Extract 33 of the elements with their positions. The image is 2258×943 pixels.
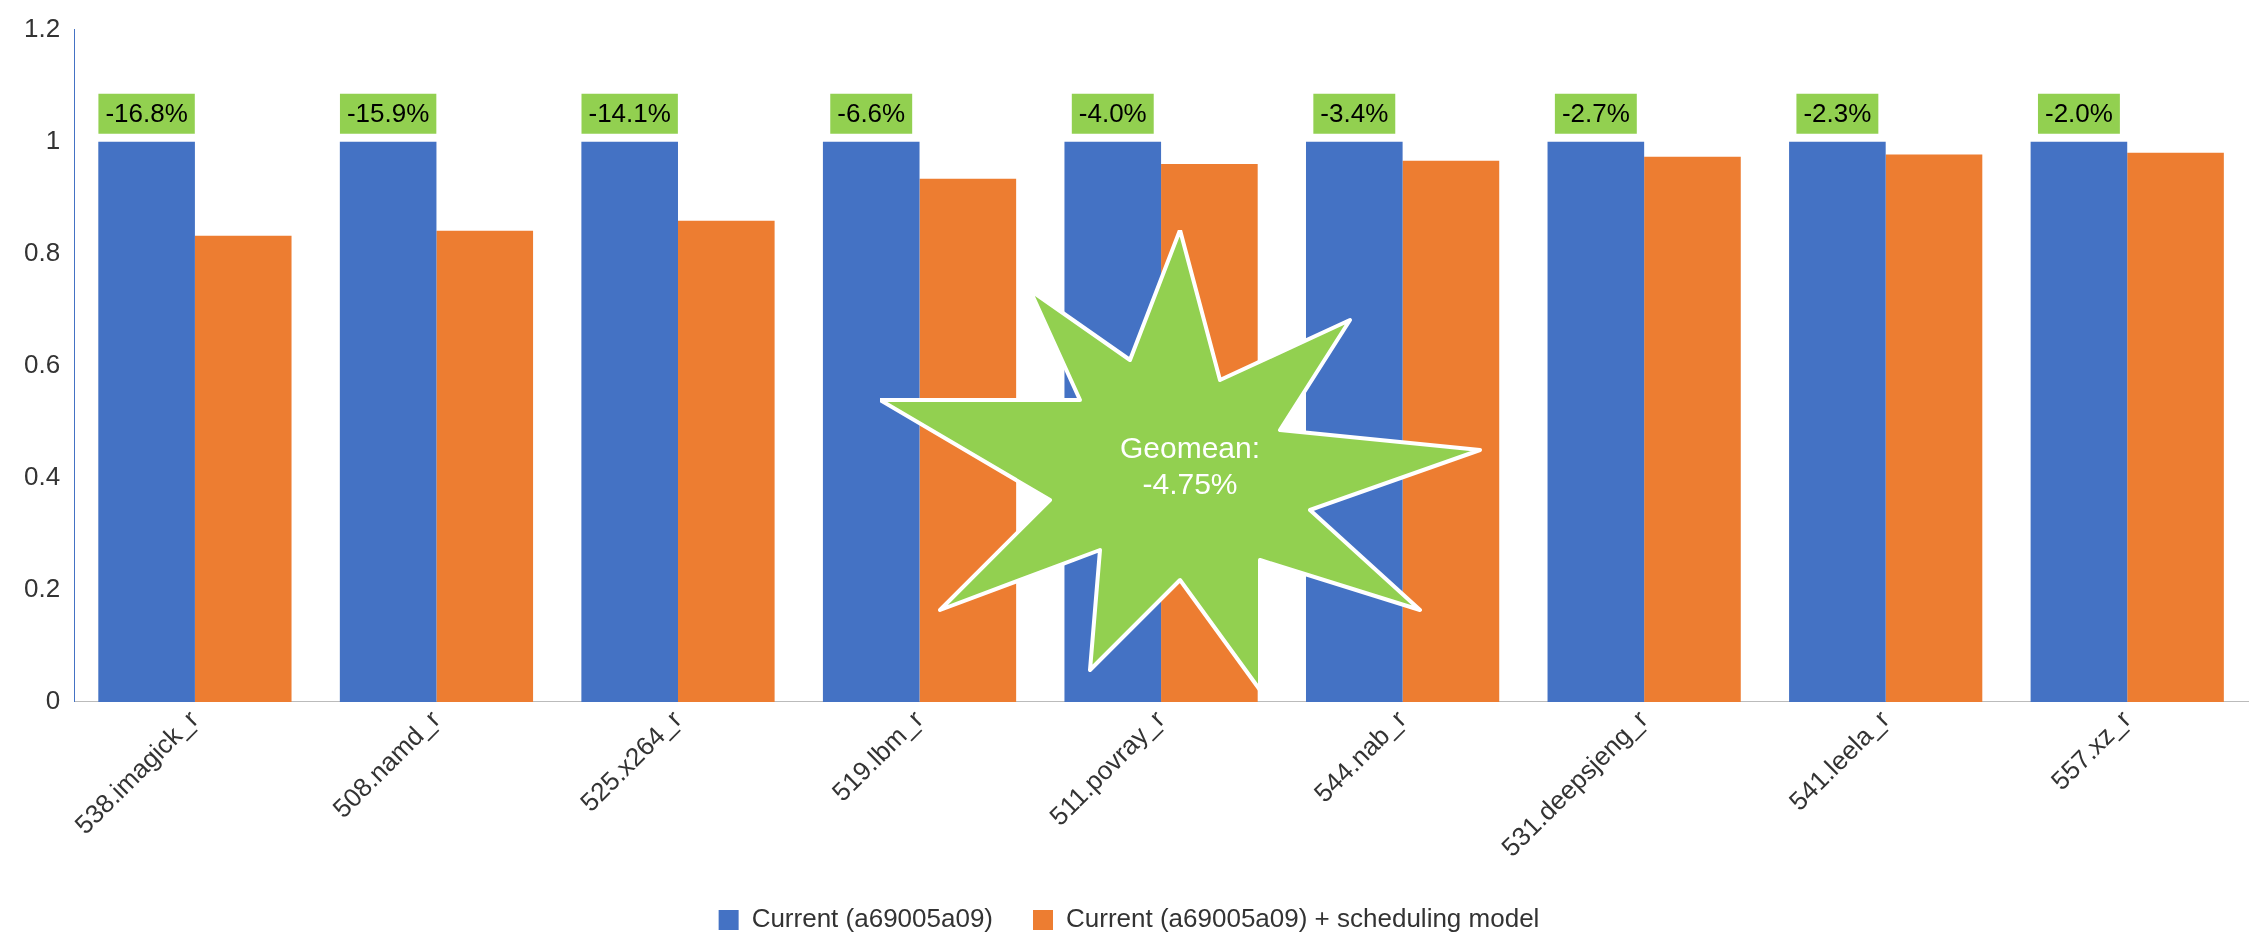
annotation: -2.3% [1803, 97, 1872, 128]
annotation: -2.0% [2044, 97, 2113, 128]
bar [436, 230, 534, 702]
legend-label: Current (a69005a09) + scheduling model [1066, 903, 1540, 934]
bar [194, 235, 292, 702]
annotation: -14.1% [588, 97, 671, 128]
y-tick-label: 1.2 [23, 12, 61, 43]
bar [2030, 141, 2128, 702]
annotation: Geomean: -4.75% [1118, 430, 1262, 502]
annotation: -4.0% [1078, 97, 1147, 128]
annotation: -2.7% [1561, 97, 1630, 128]
bar [1402, 160, 1500, 702]
bar [677, 220, 775, 702]
bar [2127, 152, 2224, 702]
bar [1789, 141, 1886, 702]
bar [581, 141, 678, 702]
y-tick-label: 0.8 [23, 236, 61, 267]
bar [339, 141, 437, 702]
y-tick-label: 0.4 [23, 461, 61, 492]
bar [1885, 154, 1983, 702]
bar [822, 141, 920, 702]
bar [1644, 156, 1741, 702]
y-tick-label: 0.2 [23, 573, 61, 604]
annotation: -6.6% [837, 97, 906, 128]
annotation: -3.4% [1320, 97, 1389, 128]
bar [98, 141, 195, 702]
legend-label: Current (a69005a09) [751, 903, 994, 934]
bar [1547, 141, 1645, 702]
y-tick-label: 0.6 [23, 348, 61, 379]
annotation: -16.8% [105, 97, 188, 128]
y-tick-label: 0 [45, 685, 61, 716]
annotation: -15.9% [346, 97, 430, 128]
y-tick-label: 1 [45, 124, 61, 155]
